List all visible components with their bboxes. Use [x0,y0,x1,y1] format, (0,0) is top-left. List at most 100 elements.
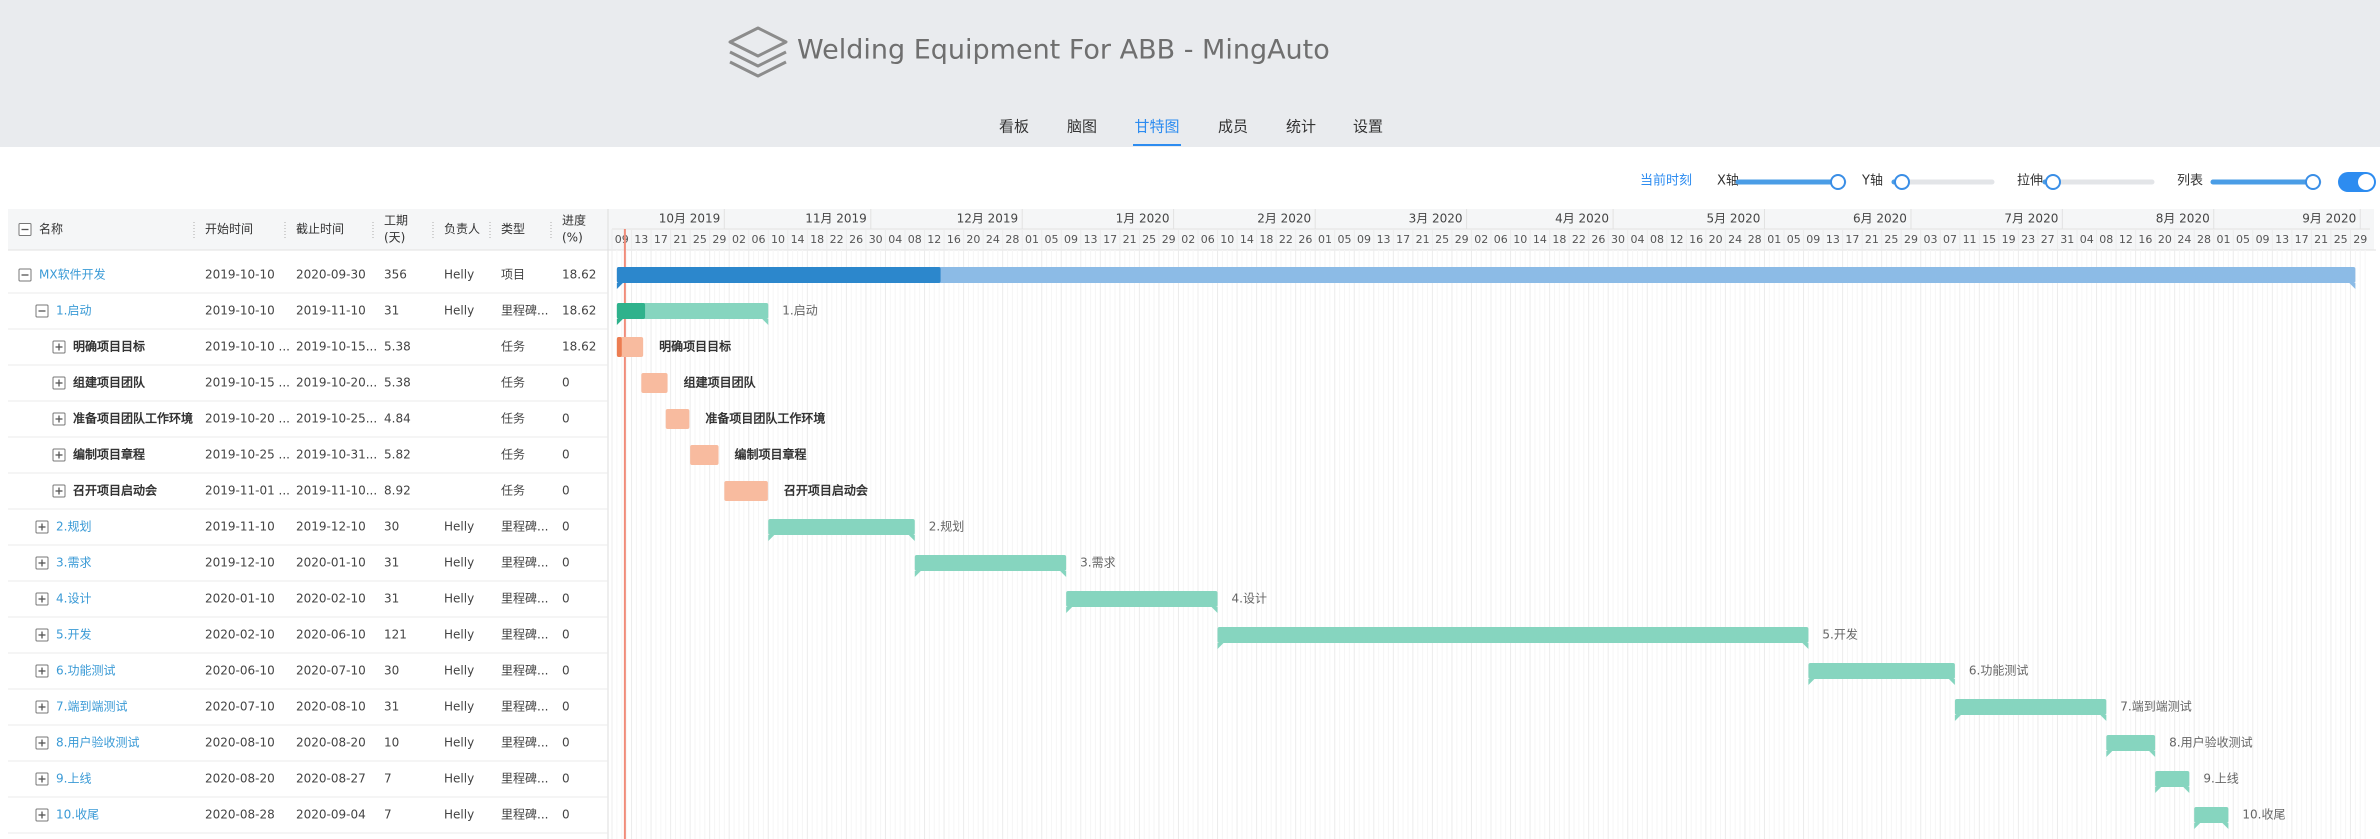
gantt-bar[interactable] [724,481,768,501]
day-label: 10 [771,233,785,246]
bar-tip [1217,643,1224,649]
day-label: 20 [2158,233,2172,246]
row-name[interactable]: 5.开发 [56,627,91,642]
day-label: 31 [2060,233,2074,246]
row-name[interactable]: 8.用户验收测试 [56,735,139,750]
gantt-bar[interactable] [2106,735,2156,751]
bar-label: 召开项目启动会 [784,483,869,498]
day-label: 18 [1259,233,1273,246]
day-label: 26 [1298,233,1312,246]
month-label: 5月 2020 [1706,212,1760,226]
toggle-knob [2358,174,2374,190]
gantt-bar[interactable] [1217,627,1809,643]
row-name[interactable]: 3.需求 [56,556,91,570]
cell-duration: 30 [384,664,399,678]
day-label: 15 [1982,233,1996,246]
row-name[interactable]: 召开项目启动会 [73,483,158,498]
day-label: 25 [693,233,707,246]
nav-tab[interactable]: 看板 [999,118,1029,136]
cell-type: 里程碑... [501,735,548,750]
gantt-bar[interactable] [2155,771,2190,787]
row-name[interactable]: 9.上线 [56,772,91,786]
cell-owner: Helly [444,736,474,750]
day-label: 04 [2080,233,2094,246]
day-label: 05 [2236,233,2250,246]
slider-knob[interactable] [1894,174,1910,190]
cell-end: 2019-11-10 [296,304,366,318]
day-label: 01 [2217,233,2231,246]
day-label: 14 [791,233,805,246]
day-label: 17 [654,233,668,246]
day-label: 17 [1845,233,1859,246]
now-button[interactable]: 当前时刻 [1640,173,1692,189]
cell-start: 2019-10-10 [205,268,275,282]
row-name[interactable]: 明确项目目标 [73,339,145,354]
cell-type: 任务 [501,447,525,462]
gantt-bar[interactable] [1808,663,1955,679]
cell-progress: 0 [562,700,570,714]
gantt-bar[interactable] [1954,699,2107,715]
gantt-bar[interactable] [641,373,668,393]
row-name[interactable]: 准备项目团队工作环境 [73,411,193,426]
cell-end: 2020-07-10 [296,664,366,678]
nav-tab[interactable]: 甘特图 [1134,118,1179,136]
column-header: (天) [384,231,405,245]
day-label: 29 [1904,233,1918,246]
day-label: 01 [1025,233,1039,246]
gantt-bar[interactable] [914,555,1067,571]
nav-tab[interactable]: 脑图 [1067,118,1097,136]
gantt-bar[interactable] [616,337,644,357]
row-name[interactable]: 10.收尾 [56,808,99,822]
gantt-bar[interactable] [665,409,690,429]
day-label: 30 [869,233,883,246]
row-name[interactable]: 4.设计 [56,592,91,606]
row-name[interactable]: MX软件开发 [39,267,106,282]
row-name[interactable]: 组建项目团队 [73,375,146,390]
cell-type: 里程碑... [501,519,548,534]
cell-type: 任务 [501,411,525,426]
day-label: 02 [1474,233,1488,246]
cell-start: 2020-08-20 [205,772,275,786]
column-header: (%) [562,231,583,245]
month-label: 2月 2020 [1257,212,1311,226]
cell-progress: 18.62 [562,268,596,282]
row-name[interactable]: 6.功能测试 [56,663,115,678]
bar-tip [1948,679,1955,685]
day-label: 22 [1279,233,1293,246]
cell-type: 里程碑... [501,807,548,822]
day-label: 01 [1767,233,1781,246]
cell-end: 2020-08-10 [296,700,366,714]
cell-end: 2019-10-25... [296,412,377,426]
row-name[interactable]: 7.端到端测试 [56,699,127,714]
slider-knob[interactable] [2305,174,2321,190]
row-name[interactable]: 编制项目章程 [72,447,145,462]
gantt-bar[interactable] [690,445,719,465]
gantt-bar[interactable] [616,267,2356,283]
cell-duration: 4.84 [384,412,411,426]
slider-knob[interactable] [1830,174,1846,190]
day-label: 22 [1572,233,1586,246]
row-name[interactable]: 1.启动 [56,304,91,318]
cell-end: 2020-08-20 [296,736,366,750]
nav-tab[interactable]: 统计 [1286,118,1316,136]
gantt-bar[interactable] [768,519,915,535]
gantt-bar[interactable] [616,303,769,319]
cell-progress: 18.62 [562,304,596,318]
day-label: 18 [810,233,824,246]
slider-knob[interactable] [2045,174,2061,190]
nav-tab[interactable]: 成员 [1218,118,1248,136]
nav-tab[interactable]: 设置 [1353,118,1383,136]
row-name[interactable]: 2.规划 [56,519,91,534]
cell-progress: 0 [562,592,570,606]
day-label: 29 [1455,233,1469,246]
bar-tip [2349,283,2356,289]
day-label: 13 [2275,233,2289,246]
cell-owner: Helly [444,808,474,822]
gantt-bar[interactable] [2194,807,2229,823]
day-label: 20 [1709,233,1723,246]
cell-owner: Helly [444,700,474,714]
cell-owner: Helly [444,304,474,318]
gantt-bar[interactable] [1066,591,1218,607]
day-label: 01 [1318,233,1332,246]
day-label: 21 [673,233,687,246]
